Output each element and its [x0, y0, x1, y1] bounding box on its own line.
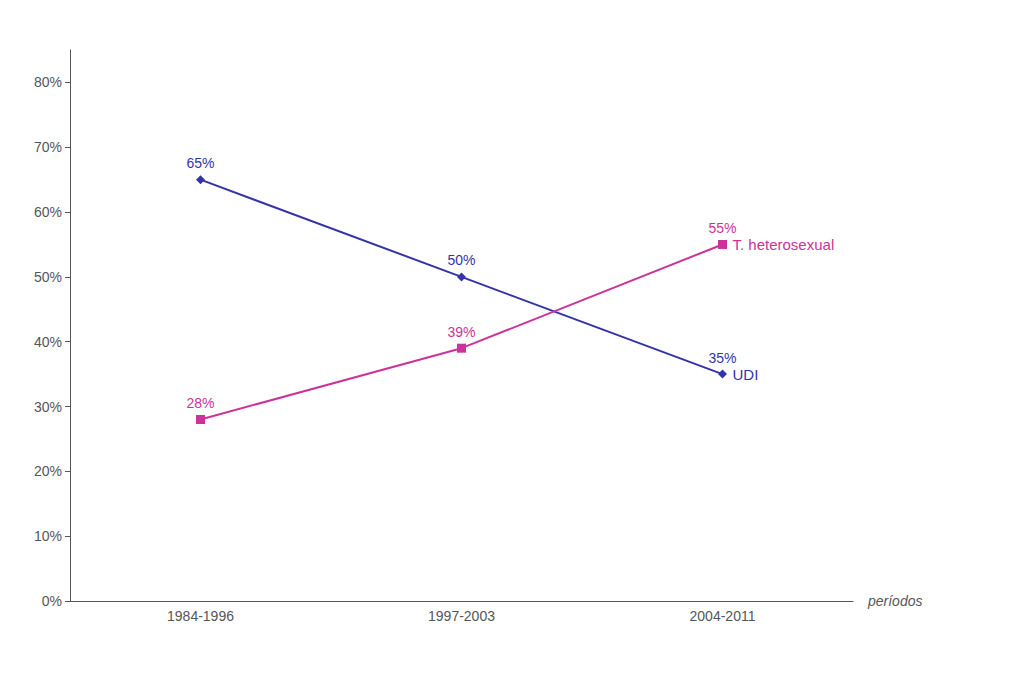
svg-text:1984-1996: 1984-1996 — [167, 608, 234, 624]
svg-text:80%: 80% — [34, 74, 62, 90]
svg-text:1997-2003: 1997-2003 — [428, 608, 495, 624]
svg-text:60%: 60% — [34, 204, 62, 220]
svg-text:55%: 55% — [708, 220, 736, 236]
svg-text:0%: 0% — [42, 593, 62, 609]
svg-text:65%: 65% — [186, 155, 214, 171]
svg-text:T. heterosexual: T. heterosexual — [733, 236, 835, 253]
svg-text:2004-2011: 2004-2011 — [690, 608, 756, 624]
svg-text:10%: 10% — [34, 528, 62, 544]
svg-text:períodos: períodos — [867, 593, 922, 609]
svg-text:40%: 40% — [34, 334, 62, 350]
svg-text:20%: 20% — [34, 463, 62, 479]
svg-text:39%: 39% — [447, 324, 475, 340]
svg-text:50%: 50% — [447, 252, 475, 268]
svg-text:28%: 28% — [186, 395, 214, 411]
svg-text:35%: 35% — [708, 350, 736, 366]
svg-text:50%: 50% — [34, 269, 62, 285]
svg-text:UDI: UDI — [733, 366, 759, 383]
svg-text:30%: 30% — [34, 399, 62, 415]
svg-text:70%: 70% — [34, 139, 62, 155]
